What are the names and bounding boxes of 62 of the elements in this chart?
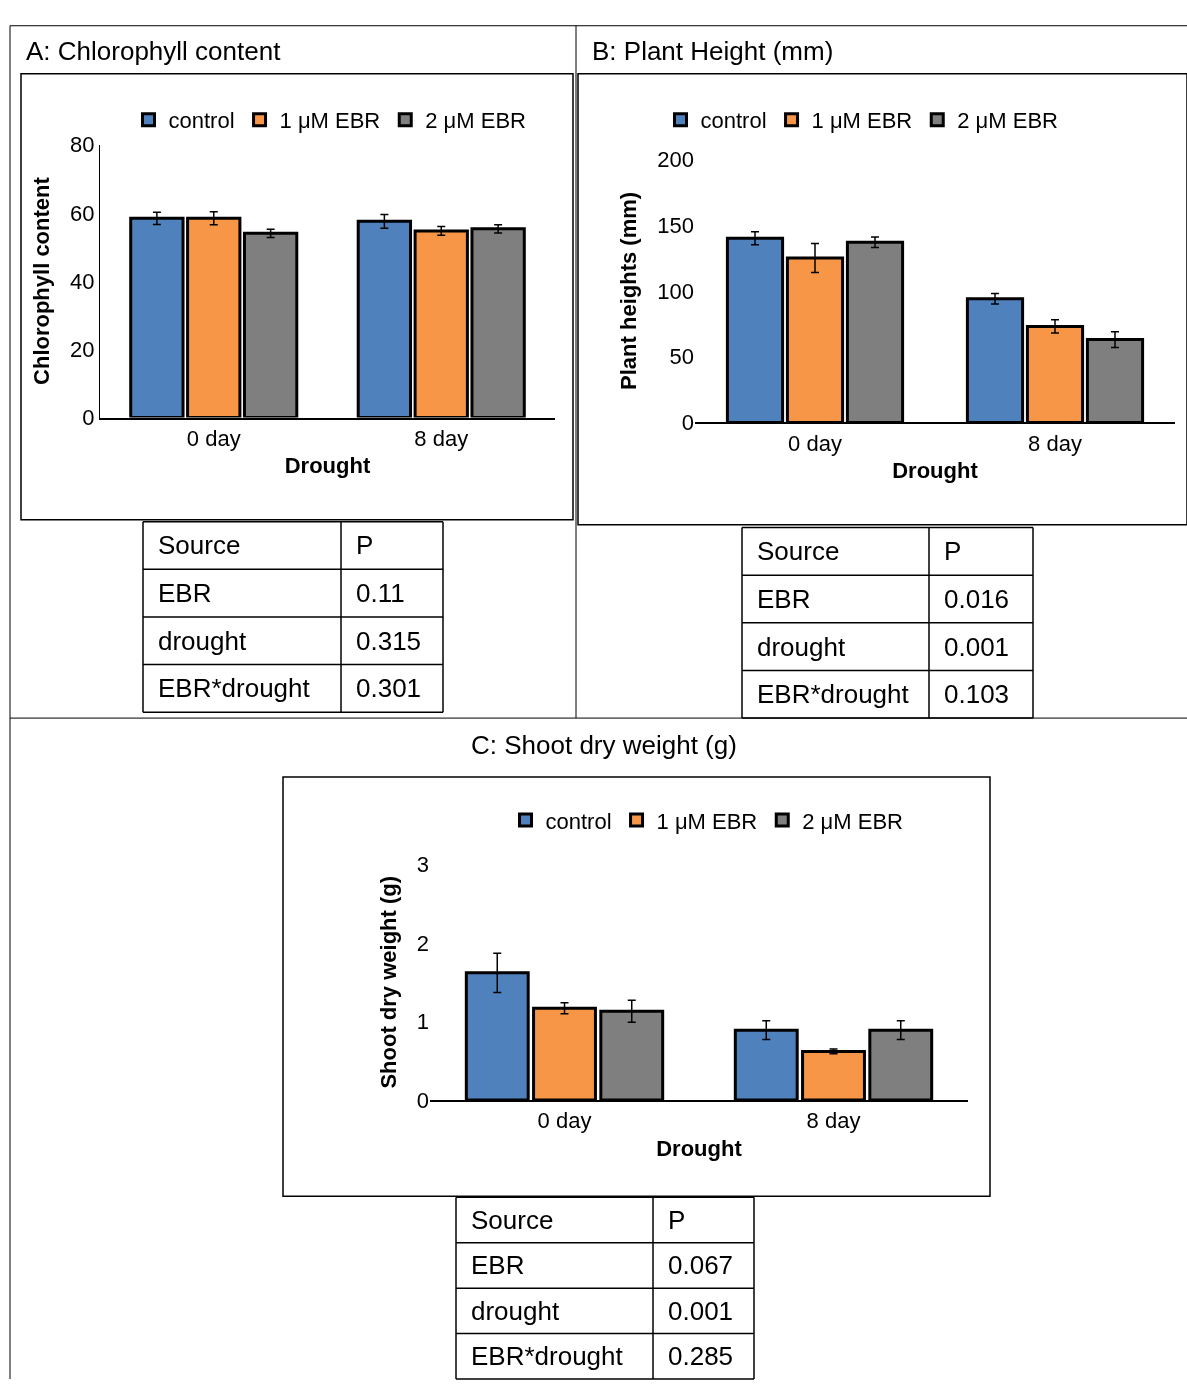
legend-label: 1 μM EBR	[656, 808, 758, 834]
x-tick-label: 0 day	[537, 1108, 592, 1134]
chart-title: C: Shoot dry weight (g)	[471, 730, 737, 760]
legend-label: control	[545, 808, 612, 834]
y-tick-label: 60	[70, 200, 95, 226]
y-tick-label: 50	[669, 344, 694, 370]
y-tick-label: 3	[416, 852, 429, 878]
text: 0.103	[944, 679, 1010, 709]
chart-title: B: Plant Height (mm)	[592, 36, 834, 66]
y-tick-label: 100	[657, 278, 694, 304]
text: drought	[158, 626, 247, 656]
legend-label: 1 μM EBR	[279, 108, 381, 134]
y-tick-label: 20	[70, 337, 95, 363]
text: Source	[757, 536, 840, 566]
text: P	[944, 536, 962, 566]
x-tick-label: 8 day	[806, 1108, 861, 1134]
text: EBR	[471, 1250, 525, 1280]
x-tick-label: 0 day	[788, 430, 842, 456]
text: P	[356, 530, 374, 560]
text: EBR	[158, 578, 212, 608]
y-axis-title: Shoot dry weight (g)	[375, 875, 401, 1089]
text: EBR*drought	[471, 1341, 624, 1371]
text: 0.315	[356, 626, 422, 656]
text: 0.11	[356, 578, 405, 608]
y-tick-label: 40	[70, 268, 95, 294]
x-tick-label: 8 day	[1028, 430, 1082, 456]
x-tick-label: 0 day	[186, 425, 241, 451]
chart-title: A: Chlorophyll content	[26, 36, 282, 66]
x-axis-title: Drought	[284, 453, 371, 479]
text: 0.067	[668, 1250, 734, 1280]
legend-label: 2 μM EBR	[425, 108, 526, 134]
text: P	[668, 1205, 686, 1235]
y-tick-label: 150	[657, 212, 694, 238]
text: EBR*drought	[757, 679, 910, 709]
legend-label: 2 μM EBR	[802, 808, 903, 834]
y-tick-label: 0	[82, 405, 95, 431]
legend-label: control	[700, 108, 767, 134]
x-axis-title: Drought	[892, 458, 979, 484]
y-tick-label: 80	[70, 132, 95, 158]
y-tick-label: 0	[681, 410, 694, 436]
text: EBR	[757, 584, 811, 614]
text: Source	[471, 1205, 554, 1235]
y-axis-title: Plant heights (mm)	[616, 191, 642, 390]
text: 0.001	[944, 632, 1010, 662]
text: 0.301	[356, 673, 422, 703]
legend-label: 1 μM EBR	[811, 108, 913, 134]
y-axis-title: Chlorophyll content	[28, 176, 54, 385]
text: 0.001	[668, 1296, 734, 1326]
x-axis-title: Drought	[656, 1135, 743, 1161]
legend-label: 2 μM EBR	[957, 108, 1058, 134]
legend-label: control	[168, 108, 235, 134]
text: EBR*drought	[158, 673, 311, 703]
text: 0.285	[668, 1341, 734, 1371]
text: drought	[757, 632, 846, 662]
y-tick-label: 0	[416, 1087, 429, 1113]
x-tick-label: 8 day	[414, 425, 469, 451]
text: 0.016	[944, 584, 1010, 614]
y-tick-label: 1	[416, 1009, 429, 1035]
y-tick-label: 200	[657, 147, 694, 173]
text: Source	[158, 530, 241, 560]
text: drought	[471, 1296, 560, 1326]
y-tick-label: 2	[416, 930, 429, 956]
